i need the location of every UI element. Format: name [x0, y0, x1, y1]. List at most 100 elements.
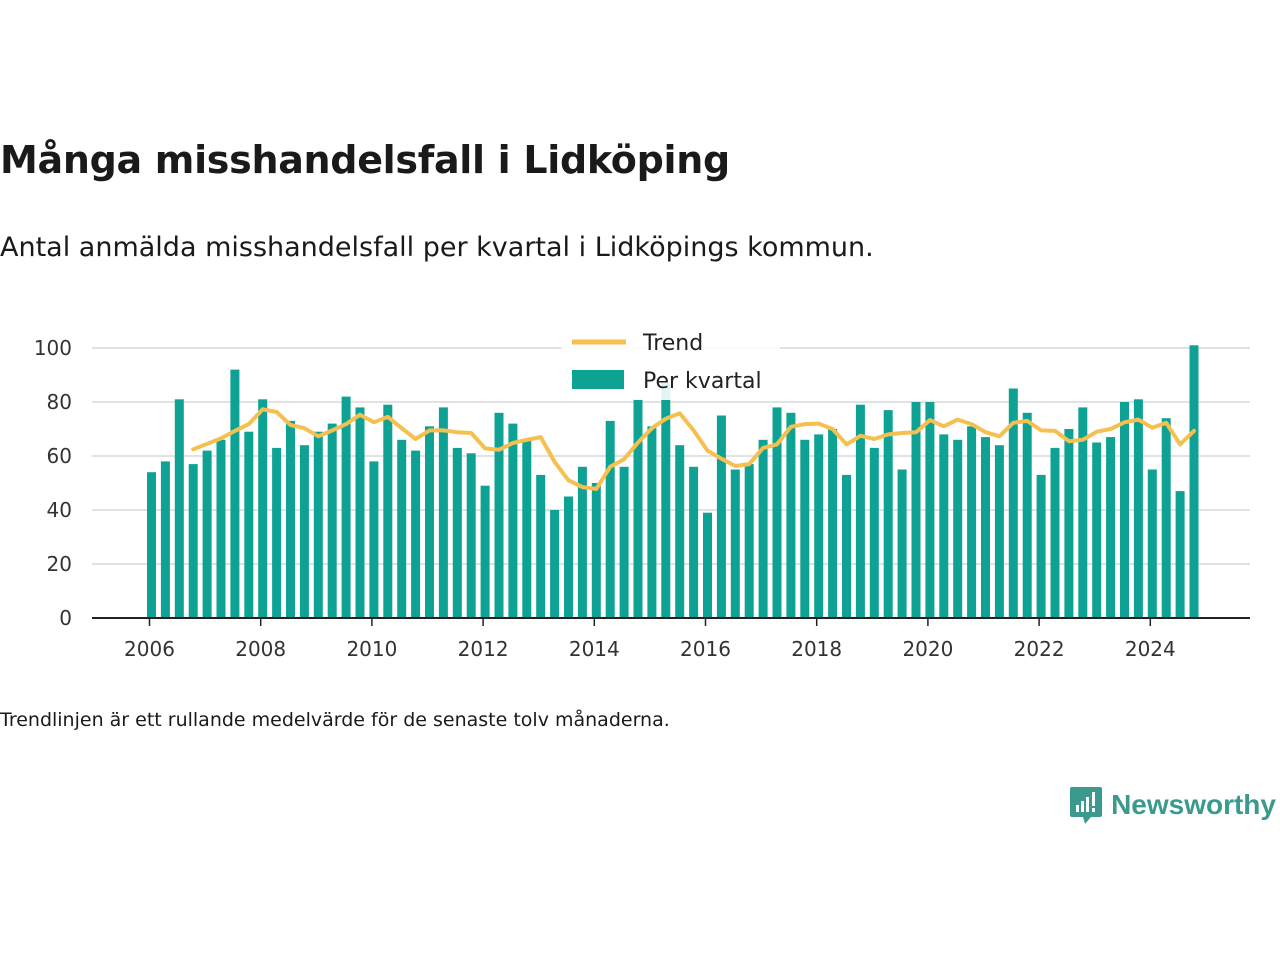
- bar: [466, 453, 476, 618]
- bar: [1036, 474, 1046, 618]
- newsworthy-logo-text: Newsworthy: [1111, 789, 1276, 820]
- bar: [577, 466, 587, 618]
- bar: [786, 412, 796, 618]
- bar: [689, 466, 699, 618]
- x-tick-label: 2010: [346, 637, 397, 661]
- bar: [425, 426, 434, 618]
- bar: [800, 439, 810, 618]
- bar: [1022, 412, 1032, 618]
- bar: [661, 383, 671, 618]
- bar: [202, 450, 212, 618]
- bar: [633, 399, 643, 618]
- bar: [147, 472, 156, 618]
- bar: [814, 434, 824, 618]
- newsworthy-logo-icon: [1070, 787, 1103, 824]
- newsworthy-logo: Newsworthy: [1069, 785, 1276, 825]
- bar: [758, 439, 768, 618]
- bar: [383, 404, 393, 618]
- bar: [494, 412, 504, 618]
- bar: [703, 512, 712, 618]
- x-tick-label: 2012: [458, 637, 509, 661]
- legend-trend-label: Trend: [642, 331, 703, 356]
- bar: [480, 485, 490, 618]
- x-tick-label: 2008: [235, 637, 286, 661]
- bar: [1106, 437, 1116, 618]
- bar: [828, 429, 838, 618]
- y-tick-label: 40: [47, 498, 72, 522]
- bar: [188, 464, 198, 618]
- bars: [147, 345, 1199, 618]
- legend: Trend Per kvartal: [562, 326, 780, 400]
- y-tick-label: 80: [47, 390, 72, 414]
- chart: 0 20 40 60 80 100 2006 2008 2010 2012 2014 2016 20 1…: [34, 326, 1250, 661]
- bar: [160, 461, 170, 618]
- x-tick-labels: 2006 2008 2010 2012 2014 2016 2018 2020 2022 2024: [124, 618, 1176, 661]
- bar: [313, 431, 323, 618]
- bar: [619, 466, 629, 618]
- bar: [550, 510, 560, 618]
- bar: [1189, 345, 1199, 618]
- bar: [508, 423, 518, 618]
- bar: [730, 469, 740, 618]
- bar: [438, 407, 448, 618]
- bar: [1008, 388, 1018, 618]
- bar: [605, 420, 615, 618]
- bar: [883, 410, 893, 618]
- footnote: Trendlinjen är ett rullande medelvärde f…: [0, 709, 670, 731]
- bar: [355, 407, 365, 618]
- chart-subtitle: Antal anmälda misshandelsfall per kvarta…: [0, 232, 874, 263]
- bar: [925, 402, 935, 618]
- bar: [675, 445, 685, 618]
- bar: [869, 447, 879, 618]
- x-tick-label: 2020: [902, 637, 953, 661]
- bar: [258, 399, 268, 618]
- y-tick-label: 20: [47, 552, 72, 576]
- bar: [842, 474, 851, 618]
- bar: [244, 431, 254, 618]
- bar: [953, 439, 963, 618]
- bar: [1120, 402, 1129, 618]
- bar: [369, 461, 379, 618]
- bar: [327, 423, 337, 618]
- y-tick-label: 0: [59, 606, 72, 630]
- bar: [981, 437, 990, 618]
- bar: [1175, 491, 1185, 618]
- bar: [1092, 442, 1102, 618]
- bar: [174, 399, 184, 618]
- bar: [897, 469, 907, 618]
- bar: [536, 474, 546, 618]
- bar: [522, 439, 532, 618]
- bar: [994, 445, 1004, 618]
- x-tick-label: 2014: [569, 637, 620, 661]
- bar: [772, 407, 782, 618]
- bar: [939, 434, 949, 618]
- y-tick-label: 100: [34, 336, 72, 360]
- bar: [564, 496, 573, 618]
- bar: [967, 426, 977, 618]
- bar: [299, 445, 309, 618]
- bar: [647, 426, 657, 618]
- chart-title: Många misshandelsfall i Lidköping: [0, 138, 730, 182]
- y-tick-label: 60: [47, 444, 72, 468]
- bar: [286, 420, 295, 618]
- bar: [452, 447, 462, 618]
- bar: [855, 404, 865, 618]
- bar: [272, 447, 282, 618]
- bar: [230, 369, 240, 618]
- x-tick-label: 2016: [680, 637, 731, 661]
- bar: [744, 464, 754, 618]
- bar: [911, 402, 921, 618]
- bar: [1064, 429, 1074, 618]
- bar: [1147, 469, 1157, 618]
- bar: [216, 439, 226, 618]
- bar: [341, 396, 351, 618]
- bar: [1161, 418, 1171, 618]
- bar: [591, 483, 601, 618]
- bar: [716, 415, 726, 618]
- trend-line: [191, 407, 1196, 491]
- legend-bar-label: Per kvartal: [643, 369, 762, 394]
- x-tick-label: 2006: [124, 637, 175, 661]
- bar: [1050, 447, 1060, 618]
- y-tick-labels: 0 20 40 60 80 100: [34, 336, 72, 630]
- bar: [397, 439, 407, 618]
